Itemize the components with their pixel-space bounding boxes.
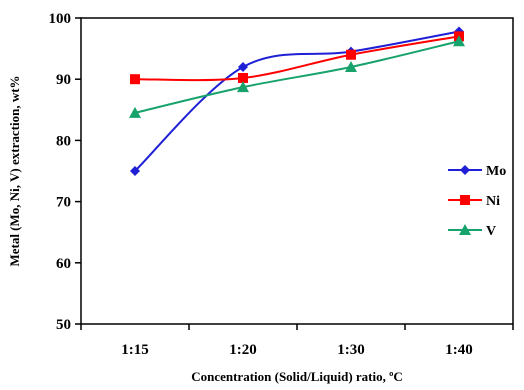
triangle-marker [453,35,465,47]
square-marker [130,74,140,85]
y-tick-label: 70 [56,195,71,211]
diamond-marker [130,166,140,176]
legend-item-v: V [448,224,496,239]
triangle-marker [345,60,357,72]
diamond-marker [238,61,248,72]
legend: Mo Ni V [448,164,506,239]
x-tick-label: 1:40 [445,342,473,358]
y-tick-label: 50 [56,317,71,333]
square-marker [346,49,356,60]
triangle-marker [129,106,141,118]
diamond-marker [460,165,470,175]
plot-area [80,17,514,325]
legend-label: Mo [486,164,506,179]
x-axis: 1:15 1:20 1:30 1:40 [80,324,514,358]
square-marker [460,195,470,205]
triangle-marker [459,224,471,235]
legend-item-ni: Ni [448,194,500,209]
x-tick-label: 1:15 [121,342,149,358]
square-marker [238,72,248,83]
y-tick-label: 90 [56,72,71,88]
y-tick-label: 100 [49,11,72,27]
y-axis-title: Metal (Mo, Ni, V) extraction, wt% [7,75,22,266]
series-layer [129,26,465,176]
x-tick-label: 1:20 [229,342,257,358]
y-tick-label: 80 [56,133,71,149]
series-v [129,35,465,118]
series-line-mo [134,30,460,172]
legend-label: Ni [486,194,500,209]
series-line-ni [134,35,460,82]
legend-label: V [486,224,496,239]
y-tick-label: 60 [56,256,71,272]
legend-item-mo: Mo [448,164,506,179]
series-line-v [134,40,460,114]
y-axis: 50 60 70 80 90 100 [49,11,81,333]
x-tick-label: 1:30 [337,342,365,358]
triangle-marker [237,81,249,93]
x-axis-title: Concentration (Solid/Liquid) ratio, ºC [191,369,403,384]
